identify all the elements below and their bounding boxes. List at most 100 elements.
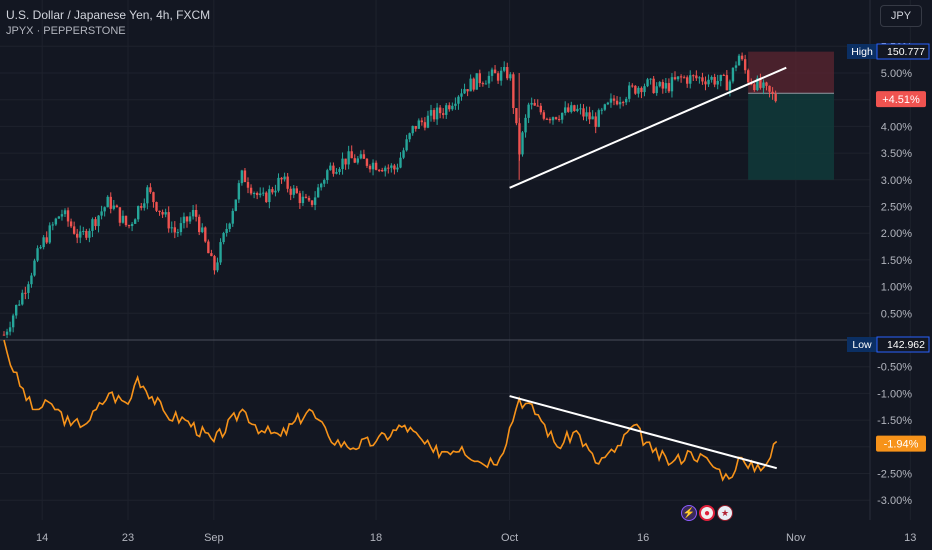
candle-body	[112, 205, 115, 209]
x-tick-label: 23	[122, 532, 134, 544]
candle-body	[191, 209, 195, 217]
candle-body	[429, 110, 433, 116]
candle-body	[399, 157, 402, 168]
candle-body	[597, 110, 600, 127]
candle-body	[582, 108, 585, 117]
candle-body	[472, 78, 475, 90]
y-tick-label: 1.50%	[881, 255, 912, 267]
candle-body	[701, 77, 704, 82]
candle-body	[618, 102, 622, 105]
candle-body	[560, 112, 564, 120]
candle-body	[304, 196, 308, 198]
candle-body	[222, 232, 225, 243]
candle-body	[63, 210, 67, 215]
candle-body	[771, 91, 774, 94]
candle-body	[350, 151, 353, 159]
candle-body	[381, 169, 384, 172]
candle-body	[762, 82, 765, 88]
candle-body	[579, 108, 582, 110]
candle-body	[658, 82, 661, 87]
candle-body	[496, 73, 500, 81]
candlestick-series	[2, 52, 777, 339]
candle-body	[286, 176, 289, 189]
candle-body	[298, 193, 302, 204]
candle-body	[8, 327, 12, 332]
candle-body	[490, 69, 494, 76]
candle-body	[423, 122, 427, 128]
candle-body	[255, 193, 259, 196]
currency-button[interactable]: JPY	[880, 5, 922, 27]
y-tick-label: -3.00%	[877, 495, 912, 507]
candle-body	[411, 125, 414, 134]
candle-body	[234, 199, 237, 211]
candle-body	[124, 215, 128, 226]
x-tick-label: 13	[904, 532, 916, 544]
candle-body	[573, 105, 576, 112]
candle-body	[445, 105, 448, 115]
y-tick-label: 2.50%	[881, 202, 912, 214]
candle-body	[655, 86, 658, 94]
candle-body	[737, 55, 741, 66]
price-trendline[interactable]	[509, 66, 787, 189]
candle-body	[15, 304, 18, 316]
candle-body	[567, 107, 570, 112]
lightning-icon[interactable]: ⚡	[681, 505, 697, 521]
candle-body	[85, 230, 88, 238]
candle-body	[503, 67, 506, 71]
x-tick-label: Oct	[501, 532, 518, 544]
candle-body	[606, 102, 610, 105]
candle-body	[695, 75, 698, 79]
candle-body	[82, 230, 85, 232]
candle-body	[460, 93, 463, 97]
candle-body	[576, 108, 579, 112]
candle-body	[133, 219, 137, 224]
candle-body	[185, 216, 189, 222]
candle-body	[524, 117, 527, 133]
candle-body	[676, 76, 680, 80]
candle-body	[564, 107, 567, 113]
candle-body	[469, 78, 472, 92]
candle-body	[161, 211, 164, 215]
candle-body	[457, 96, 460, 104]
candle-body	[631, 85, 634, 87]
candle-body	[106, 196, 109, 208]
candle-body	[612, 98, 616, 101]
candle-body	[240, 170, 244, 184]
candle-body	[323, 180, 326, 184]
candle-body	[615, 100, 619, 105]
candle-body	[682, 77, 686, 79]
candle-body	[743, 59, 747, 71]
y-tick-label: 3.50%	[881, 148, 912, 160]
jpyx-trendline[interactable]	[509, 395, 778, 470]
badge-text: +4.51%	[882, 94, 920, 106]
candle-body	[371, 162, 375, 170]
candle-body	[759, 78, 762, 88]
candle-body	[341, 158, 344, 170]
y-tick-label: -0.50%	[877, 362, 912, 374]
compare-symbol-legend[interactable]: JPYX · PEPPERSTONE	[6, 25, 126, 37]
candle-body	[365, 158, 369, 166]
candle-body	[530, 102, 533, 105]
candle-body	[521, 132, 524, 155]
jpyx-line[interactable]	[3, 339, 778, 482]
candle-body	[76, 233, 79, 238]
candle-body	[417, 120, 420, 129]
candle-body	[310, 200, 314, 205]
y-tick-label: -1.00%	[877, 388, 912, 400]
target-icon[interactable]: ●	[699, 505, 715, 521]
candle-body	[594, 116, 597, 127]
us-flag-icon[interactable]: ★	[717, 505, 733, 521]
label-text: High	[851, 46, 873, 58]
candle-body	[402, 150, 405, 158]
candle-body	[707, 79, 710, 85]
candle-body	[374, 162, 378, 170]
candle-body	[545, 118, 549, 120]
candle-body	[628, 85, 631, 99]
candle-body	[36, 248, 39, 261]
x-tick-label: 16	[637, 532, 649, 544]
candle-body	[362, 154, 366, 159]
take-profit-zone[interactable]	[748, 93, 834, 180]
candle-body	[259, 193, 262, 196]
usdjpy-change-badge: +4.51%	[876, 91, 926, 108]
